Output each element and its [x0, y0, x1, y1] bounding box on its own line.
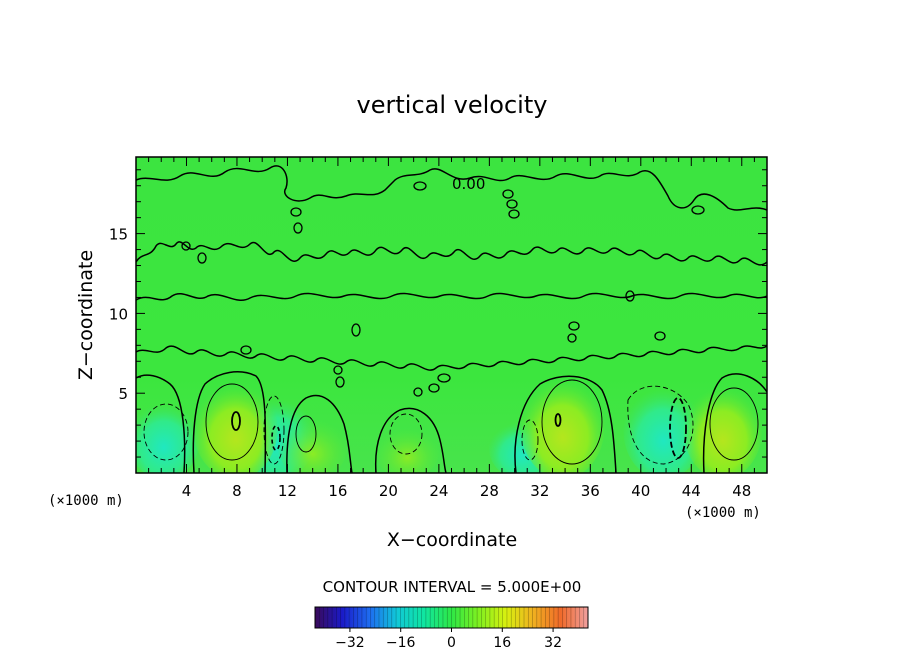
- y-tick-labels: 5 10 15: [109, 226, 128, 404]
- negative-contour-1: [143, 403, 189, 461]
- x-unit-label-right: (×1000 m): [685, 505, 761, 521]
- colorbar-fill: [315, 607, 588, 628]
- colorbar-tick-label: 16: [493, 635, 511, 651]
- colorbar-tick-label: −16: [386, 635, 416, 651]
- small-contour-19: [351, 323, 361, 337]
- small-contour-4: [506, 199, 518, 209]
- small-contour-15: [654, 331, 666, 341]
- small-contour-9: [567, 333, 577, 343]
- small-contour-1: [290, 207, 302, 217]
- small-contour-12: [437, 373, 451, 383]
- updraft-cell: [278, 415, 348, 473]
- small-contour-7: [197, 252, 207, 264]
- x-tick-labels: 4 8 12 16 20 24 28 32 36 40 44 48: [182, 482, 752, 500]
- positive-contour-1: [205, 383, 259, 461]
- y-axis-label: Z−coordinate: [75, 250, 97, 380]
- x-tick-label: 40: [631, 482, 650, 500]
- plot-area: 0.00: [136, 157, 767, 473]
- positive-contour-6: [709, 387, 759, 461]
- zero-contour-mid: [136, 292, 767, 301]
- small-contour-3: [502, 189, 514, 199]
- y-tick-label: 5: [118, 385, 128, 403]
- zero-contour-cell-0: [136, 374, 186, 473]
- zero-contour-upper: [136, 165, 767, 211]
- small-contour-17: [691, 205, 705, 215]
- small-contour-10: [333, 365, 343, 375]
- x-tick-label: 48: [732, 482, 751, 500]
- x-tick-label: 20: [379, 482, 398, 500]
- colorbar-segments: [318, 607, 585, 628]
- small-contour-6: [181, 241, 191, 251]
- zero-contour-cell-2: [286, 394, 353, 473]
- small-contour-18: [413, 181, 427, 191]
- contour-lines: [136, 165, 767, 473]
- updraft-cell: [193, 379, 278, 473]
- zero-contour-cell-4: [514, 375, 617, 473]
- negative-contour-5: [627, 385, 694, 465]
- negative-contour-3: [271, 425, 281, 451]
- zero-contour-band-bottom: [136, 345, 767, 371]
- downdraft-cell: [136, 399, 200, 473]
- small-contour-14: [413, 387, 423, 397]
- zero-contour-cell-5: [702, 373, 767, 473]
- contour-interval-text: CONTOUR INTERVAL = 5.000E+00: [323, 578, 582, 596]
- chart-title: vertical velocity: [357, 91, 548, 119]
- negative-contour-7: [389, 413, 423, 455]
- x-unit-label-left: (×1000 m): [48, 493, 124, 509]
- axis-ticks: [136, 157, 767, 473]
- small-contour-5: [508, 209, 520, 219]
- small-contour-11: [335, 376, 345, 388]
- positive-contour-4: [541, 379, 603, 465]
- zero-contour-band-top: [136, 241, 767, 266]
- x-axis-label: X−coordinate: [387, 529, 517, 551]
- negative-contour-6: [669, 397, 687, 459]
- colorbar-tick-label: 32: [544, 635, 562, 651]
- positive-contour-3: [295, 415, 317, 453]
- x-tick-label: 32: [530, 482, 549, 500]
- y-tick-label: 15: [109, 226, 128, 244]
- colorbar: −32 −16 0 16 32: [314, 606, 589, 651]
- x-tick-label: 24: [429, 482, 448, 500]
- x-tick-label: 16: [328, 482, 347, 500]
- x-tick-label: 8: [232, 482, 242, 500]
- negative-contour-4: [521, 419, 539, 461]
- small-contour-2: [293, 222, 303, 234]
- x-tick-label: 44: [682, 482, 701, 500]
- colorbar-tick-label: −32: [335, 635, 365, 651]
- x-tick-label: 4: [182, 482, 192, 500]
- x-tick-label: 28: [480, 482, 499, 500]
- x-tick-label: 12: [278, 482, 297, 500]
- colorbar-tick-label: 0: [447, 635, 456, 651]
- negative-contour-2: [263, 395, 285, 465]
- positive-contour-5: [554, 413, 562, 427]
- positive-contour-2: [231, 411, 241, 431]
- small-contour-8: [568, 321, 580, 331]
- small-contour-16: [625, 290, 635, 302]
- x-tick-label: 36: [581, 482, 600, 500]
- contour-annotation: 0.00: [452, 175, 485, 193]
- colorbar-tick-labels: −32 −16 0 16 32: [335, 628, 562, 651]
- small-contour-20: [240, 345, 252, 355]
- updraft-cell: [375, 425, 439, 473]
- updraft-cell: [520, 374, 605, 473]
- zero-contour-cell-3: [374, 407, 447, 473]
- small-contour-13: [428, 383, 440, 393]
- y-tick-label: 10: [109, 305, 128, 323]
